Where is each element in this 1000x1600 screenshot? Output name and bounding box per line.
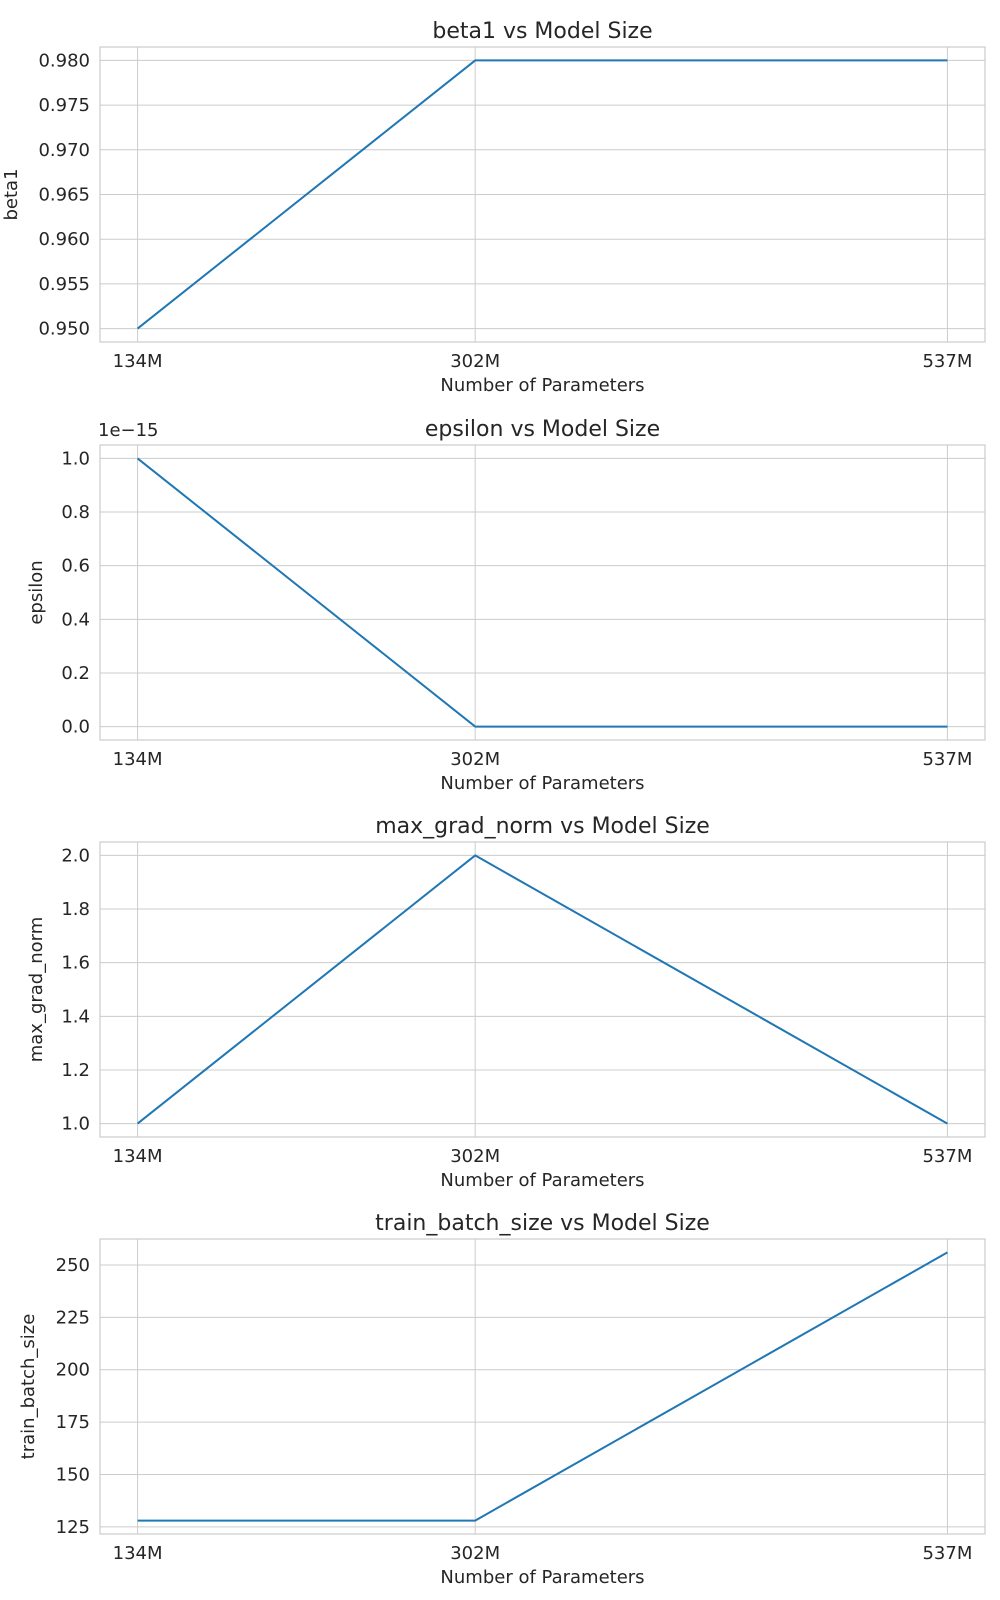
x-tick-label: 134M	[113, 1146, 163, 1167]
chart-panel-2: 0.0 0.2 0.4 0.6 0.8 1.0 134M 302M 537M epsilon vs…	[26, 417, 986, 794]
y-tick-label: 0.980	[38, 50, 90, 71]
x-tick-label: 302M	[450, 1146, 500, 1167]
x-tick-label: 537M	[922, 1543, 972, 1564]
y-tick-label: 0.8	[61, 502, 90, 523]
y-tick-label: 0.975	[38, 95, 90, 116]
axes-frame	[99, 841, 986, 1138]
x-tick-label: 537M	[922, 1146, 972, 1167]
x-tick-label: 134M	[113, 1543, 163, 1564]
y-tick-label: 0.965	[38, 185, 90, 206]
x-axis-label: Number of Parameters	[440, 773, 644, 794]
x-axis-label: Number of Parameters	[440, 1170, 644, 1191]
series-line	[136, 854, 948, 1125]
axes-frame	[99, 46, 986, 343]
x-axis-label: Number of Parameters	[440, 375, 644, 396]
y-tick-label: 200	[56, 1360, 90, 1381]
x-tick-label: 302M	[450, 1543, 500, 1564]
y-tick-label: 2.0	[61, 845, 90, 866]
axes-frame	[99, 444, 986, 741]
chart-panel-4: 125 150 175 200 225 250 134M 302M 537M train_batc…	[18, 1211, 986, 1588]
y-axis-label: train_batch_size	[18, 1314, 39, 1460]
y-tick-label: 0.2	[61, 663, 90, 684]
y-tick-label: 225	[56, 1307, 90, 1328]
y-tick-label: 0.6	[61, 556, 90, 577]
chart-title: max_grad_norm vs Model Size	[375, 814, 710, 839]
y-tick-label: 125	[56, 1517, 90, 1538]
series-line	[136, 457, 948, 728]
y-tick-label: 250	[56, 1255, 90, 1276]
x-tick-label: 537M	[922, 351, 972, 372]
y-tick-label: 0.4	[61, 609, 90, 630]
y-tick-label: 1.2	[61, 1060, 90, 1081]
y-tick-label: 1.8	[61, 899, 90, 920]
chart-panel-3: 1.0 1.2 1.4 1.6 1.8 2.0 134M 302M 537M max_grad_n…	[26, 814, 986, 1191]
x-tick-label: 302M	[450, 351, 500, 372]
x-axis-label: Number of Parameters	[440, 1567, 644, 1588]
axes-frame	[99, 1238, 986, 1535]
y-tick-label: 0.955	[38, 274, 90, 295]
y-tick-label: 0.0	[61, 717, 90, 738]
y-tick-label: 0.970	[38, 140, 90, 161]
chart-title: train_batch_size vs Model Size	[375, 1211, 710, 1236]
series-line	[136, 59, 948, 330]
y-tick-label: 1.0	[61, 448, 90, 469]
chart-title: beta1 vs Model Size	[432, 19, 652, 44]
y-tick-label: 1.4	[61, 1006, 90, 1027]
y-tick-label: 1.0	[61, 1114, 90, 1135]
x-tick-label: 537M	[922, 749, 972, 770]
y-offset-label: 1e−15	[98, 420, 159, 441]
y-tick-label: 1.6	[61, 953, 90, 974]
y-axis-label: beta1	[1, 168, 22, 220]
y-tick-label: 175	[56, 1412, 90, 1433]
chart-title: epsilon vs Model Size	[425, 417, 660, 442]
y-axis-label: max_grad_norm	[26, 917, 47, 1063]
x-tick-label: 134M	[113, 351, 163, 372]
series-line	[137, 1251, 948, 1522]
y-axis-label: epsilon	[26, 560, 47, 624]
x-tick-label: 302M	[450, 749, 500, 770]
y-tick-label: 0.950	[38, 319, 90, 340]
y-tick-label: 0.960	[38, 229, 90, 250]
chart-panel-1: 0.950 0.955 0.960 0.965 0.970 0.975 0.980 134M 3…	[1, 19, 986, 396]
x-tick-label: 134M	[113, 749, 163, 770]
y-tick-label: 150	[56, 1464, 90, 1485]
